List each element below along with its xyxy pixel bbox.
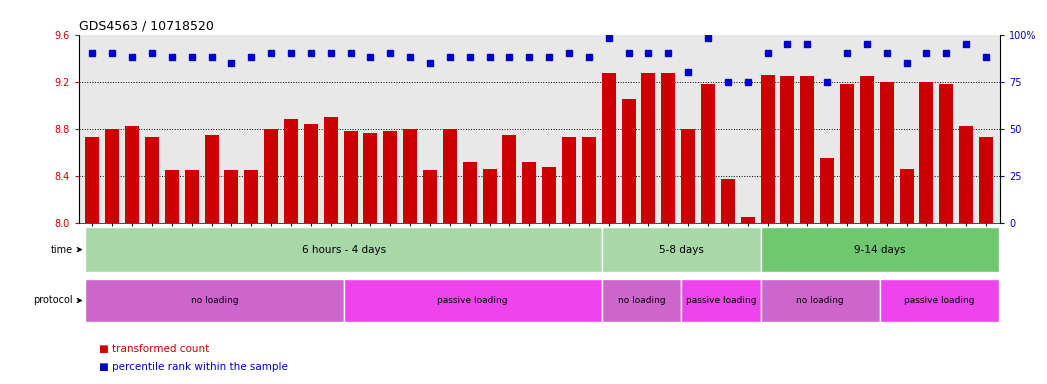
- Bar: [622, 99, 636, 223]
- Bar: [363, 133, 377, 223]
- Bar: [86, 137, 99, 223]
- Bar: [343, 279, 602, 322]
- Text: no loading: no loading: [618, 296, 665, 305]
- Bar: [582, 137, 596, 223]
- Bar: [701, 84, 715, 223]
- Bar: [483, 169, 496, 223]
- Text: protocol: protocol: [32, 295, 82, 306]
- Bar: [721, 179, 735, 223]
- Bar: [146, 137, 159, 223]
- Bar: [383, 131, 397, 223]
- Text: ■ transformed count: ■ transformed count: [99, 344, 209, 354]
- Bar: [463, 162, 476, 223]
- Bar: [264, 129, 279, 223]
- Bar: [423, 170, 437, 223]
- Bar: [919, 82, 933, 223]
- Bar: [86, 279, 343, 322]
- Bar: [126, 126, 139, 223]
- Bar: [780, 76, 795, 223]
- Text: passive loading: passive loading: [438, 296, 508, 305]
- Text: no loading: no loading: [191, 296, 239, 305]
- Bar: [602, 73, 616, 223]
- Bar: [840, 84, 854, 223]
- Bar: [324, 117, 337, 223]
- Bar: [879, 279, 999, 322]
- Bar: [403, 129, 417, 223]
- Bar: [760, 227, 999, 272]
- Bar: [304, 124, 318, 223]
- Text: no loading: no loading: [797, 296, 844, 305]
- Bar: [662, 73, 675, 223]
- Bar: [443, 129, 456, 223]
- Bar: [860, 76, 874, 223]
- Bar: [284, 119, 298, 223]
- Bar: [602, 227, 760, 272]
- Bar: [562, 137, 576, 223]
- Text: 9-14 days: 9-14 days: [854, 245, 906, 255]
- Bar: [106, 129, 119, 223]
- Bar: [184, 170, 199, 223]
- Bar: [760, 279, 879, 322]
- Bar: [642, 73, 655, 223]
- Bar: [164, 170, 179, 223]
- Bar: [879, 82, 894, 223]
- Text: 6 hours - 4 days: 6 hours - 4 days: [302, 245, 385, 255]
- Bar: [959, 126, 973, 223]
- Bar: [224, 170, 239, 223]
- Bar: [682, 279, 760, 322]
- Text: passive loading: passive loading: [904, 296, 975, 305]
- Bar: [800, 76, 815, 223]
- Bar: [899, 169, 913, 223]
- Bar: [343, 131, 357, 223]
- Bar: [939, 84, 953, 223]
- Bar: [503, 134, 516, 223]
- Text: ■ percentile rank within the sample: ■ percentile rank within the sample: [99, 362, 288, 372]
- Text: GDS4563 / 10718520: GDS4563 / 10718520: [79, 19, 214, 32]
- Bar: [542, 167, 556, 223]
- Text: passive loading: passive loading: [686, 296, 756, 305]
- Bar: [820, 158, 834, 223]
- Bar: [760, 74, 775, 223]
- Bar: [244, 170, 259, 223]
- Bar: [979, 137, 993, 223]
- Bar: [204, 134, 219, 223]
- Bar: [86, 227, 602, 272]
- Text: time: time: [50, 245, 82, 255]
- Bar: [682, 129, 695, 223]
- Bar: [602, 279, 682, 322]
- Text: 5-8 days: 5-8 days: [659, 245, 704, 255]
- Bar: [522, 162, 536, 223]
- Bar: [740, 217, 755, 223]
